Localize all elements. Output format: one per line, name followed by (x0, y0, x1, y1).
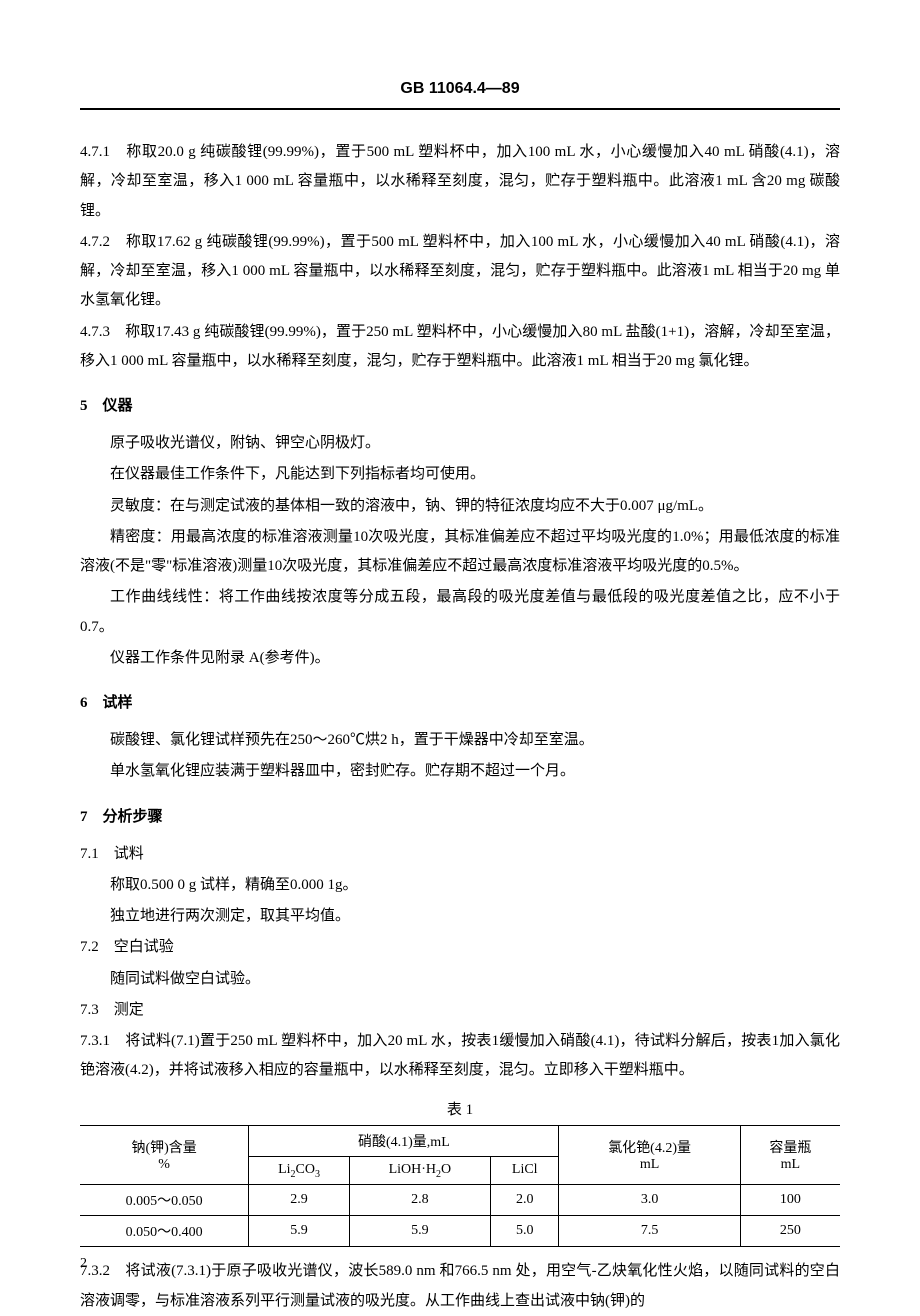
table-col-flask: 容量瓶 mL (740, 1125, 840, 1185)
section-7-body: 7.1 试料 称取0.500 0 g 试样，精确至0.000 1g。 独立地进行… (80, 840, 840, 1086)
section-7-3-2: 7.3.2 将试液(7.3.1)于原子吸收光谱仪，波长589.0 nm 和766… (80, 1257, 840, 1316)
section-5-p2: 在仪器最佳工作条件下，凡能达到下列指标者均可使用。 (80, 460, 840, 489)
section-5-p3: 灵敏度：在与测定试液的基体相一致的溶液中，钠、钾的特征浓度均应不大于0.007 … (80, 492, 840, 521)
paragraph-4-7-2: 4.7.2 称取17.62 g 纯碳酸锂(99.99%)，置于500 mL 塑料… (80, 228, 840, 316)
section-4-7: 4.7.1 称取20.0 g 纯碳酸锂(99.99%)，置于500 mL 塑料杯… (80, 138, 840, 376)
section-7-heading: 7 分析步骤 (80, 805, 840, 826)
page-container: GB 11064.4—89 4.7.1 称取20.0 g 纯碳酸锂(99.99%… (0, 0, 920, 1302)
table-col-content: 钠(钾)含量 % (80, 1125, 249, 1185)
section-6-heading: 6 试样 (80, 691, 840, 712)
table-cell: 100 (740, 1185, 840, 1216)
table-col3a: 氯化铯(4.2)量 (608, 1141, 691, 1156)
document-header: GB 11064.4—89 (80, 80, 840, 110)
table-col1b: % (158, 1157, 170, 1172)
section-6-p1: 碳酸锂、氯化锂试样预先在250～260℃烘2 h，置于干燥器中冷却至室温。 (80, 726, 840, 755)
section-7-3-heading: 7.3 测定 (80, 996, 840, 1025)
table-col-cscl: 氯化铯(4.2)量 mL (559, 1125, 740, 1185)
section-5-heading: 5 仪器 (80, 394, 840, 415)
table-cell: 5.9 (349, 1216, 490, 1247)
table-cell: 2.9 (249, 1185, 349, 1216)
table-col-licl: LiCl (491, 1156, 559, 1185)
table-col-lioh: LiOH·H2O (349, 1156, 490, 1185)
section-5-p6: 仪器工作条件见附录 A(参考件)。 (80, 644, 840, 673)
table-col-hno3: 硝酸(4.1)量,mL (249, 1125, 559, 1156)
section-6-body: 碳酸锂、氯化锂试样预先在250～260℃烘2 h，置于干燥器中冷却至室温。 单水… (80, 726, 840, 787)
section-7-2-heading: 7.2 空白试验 (80, 933, 840, 962)
table-cell: 2.8 (349, 1185, 490, 1216)
table-1: 钠(钾)含量 % 硝酸(4.1)量,mL 氯化铯(4.2)量 mL 容量瓶 mL… (80, 1125, 840, 1248)
section-7-1-p1: 称取0.500 0 g 试样，精确至0.000 1g。 (80, 871, 840, 900)
table-col3b: mL (640, 1157, 659, 1172)
section-7-3-1: 7.3.1 将试料(7.1)置于250 mL 塑料杯中，加入20 mL 水，按表… (80, 1027, 840, 1086)
table-col4b: mL (781, 1157, 800, 1172)
table-1-caption: 表 1 (80, 1098, 840, 1119)
table-col-li2co3: Li2CO3 (249, 1156, 349, 1185)
paragraph-4-7-3: 4.7.3 称取17.43 g 纯碳酸锂(99.99%)，置于250 mL 塑料… (80, 318, 840, 377)
section-5-body: 原子吸收光谱仪，附钠、钾空心阴极灯。 在仪器最佳工作条件下，凡能达到下列指标者均… (80, 429, 840, 673)
section-7-3-2-text: 7.3.2 将试液(7.3.1)于原子吸收光谱仪，波长589.0 nm 和766… (80, 1257, 840, 1316)
section-5-p1: 原子吸收光谱仪，附钠、钾空心阴极灯。 (80, 429, 840, 458)
table-cell: 7.5 (559, 1216, 740, 1247)
table-cell: 250 (740, 1216, 840, 1247)
table-col4a: 容量瓶 (769, 1141, 811, 1156)
page-number: 2 (80, 1256, 87, 1272)
section-7-2-p: 随同试料做空白试验。 (80, 965, 840, 994)
section-5-p5: 工作曲线线性：将工作曲线按浓度等分成五段，最高段的吸光度差值与最低段的吸光度差值… (80, 583, 840, 642)
section-7-1-heading: 7.1 试料 (80, 840, 840, 869)
section-7-1-p2: 独立地进行两次测定，取其平均值。 (80, 902, 840, 931)
table-col1a: 钠(钾)含量 (131, 1141, 196, 1156)
table-cell: 0.005～0.050 (80, 1185, 249, 1216)
table-cell: 2.0 (491, 1185, 559, 1216)
section-6-p2: 单水氢氧化锂应装满于塑料器皿中，密封贮存。贮存期不超过一个月。 (80, 757, 840, 786)
paragraph-4-7-1: 4.7.1 称取20.0 g 纯碳酸锂(99.99%)，置于500 mL 塑料杯… (80, 138, 840, 226)
section-5-p4: 精密度：用最高浓度的标准溶液测量10次吸光度，其标准偏差应不超过平均吸光度的1.… (80, 523, 840, 582)
table-cell: 5.0 (491, 1216, 559, 1247)
table-cell: 0.050～0.400 (80, 1216, 249, 1247)
table-cell: 5.9 (249, 1216, 349, 1247)
table-cell: 3.0 (559, 1185, 740, 1216)
